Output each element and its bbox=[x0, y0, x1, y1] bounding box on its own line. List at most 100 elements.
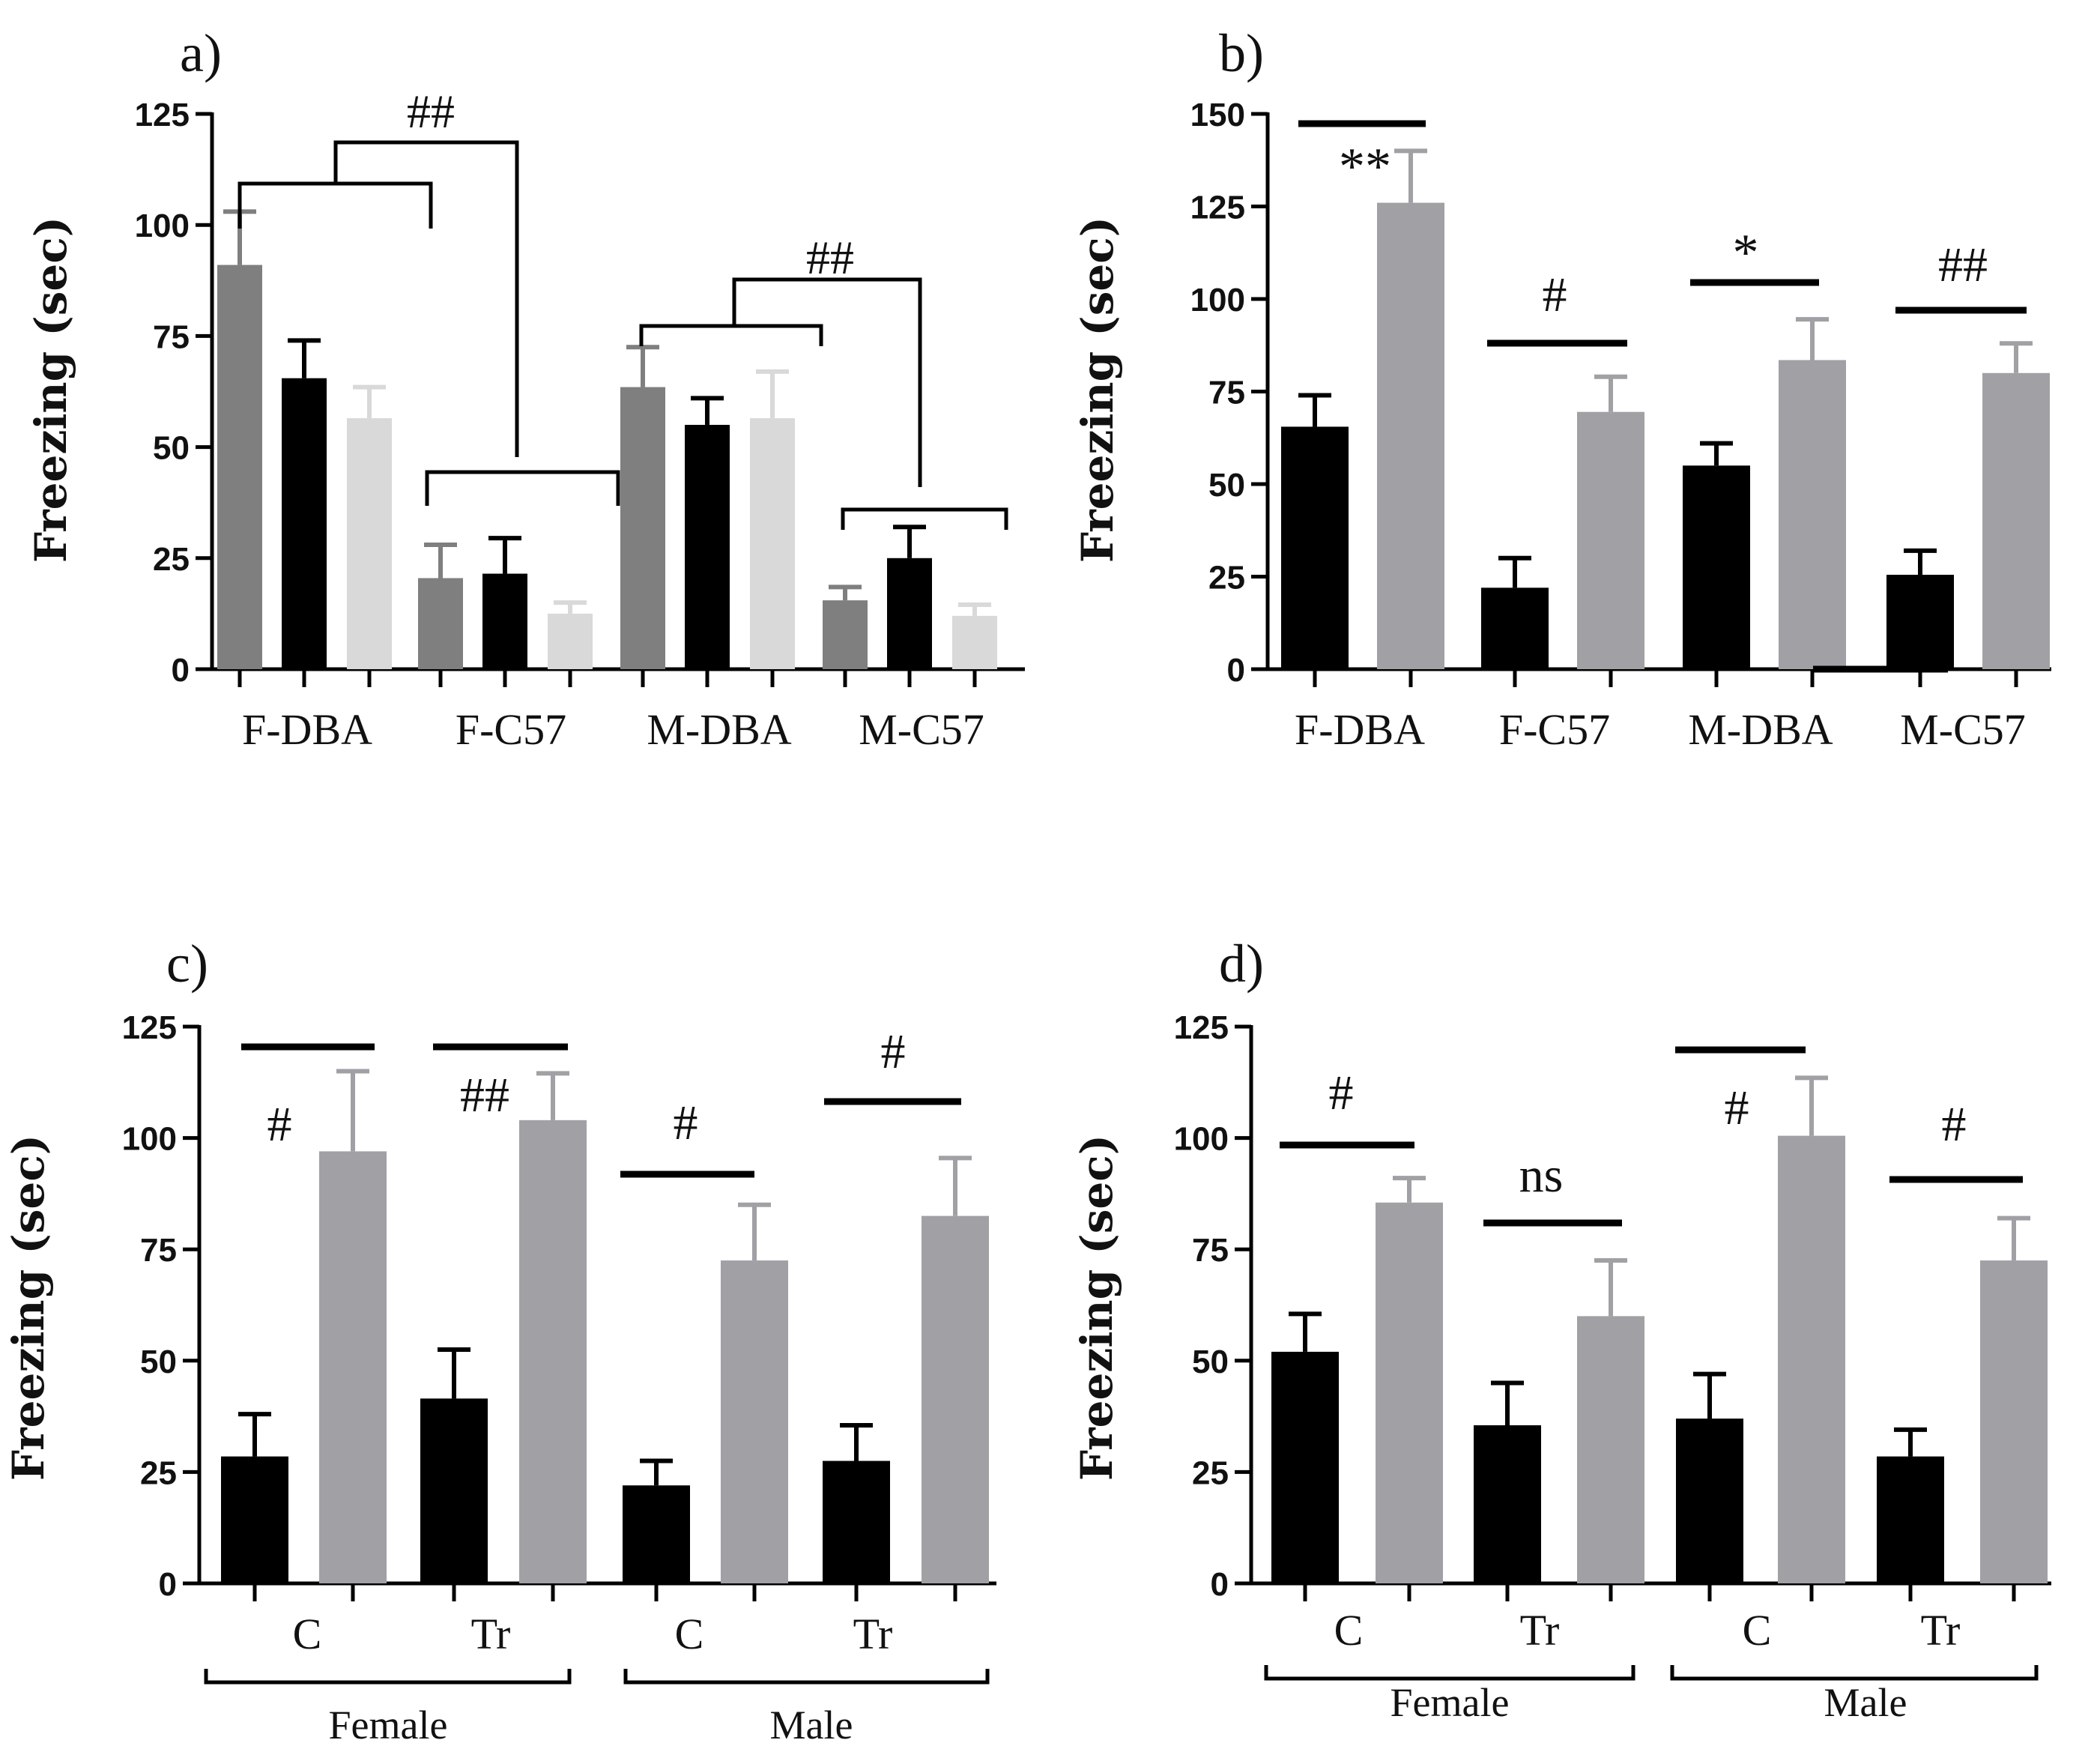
comparison-bracket bbox=[237, 181, 433, 229]
significance-mark: # bbox=[1942, 1097, 1967, 1152]
significance-mark: # bbox=[1543, 268, 1567, 322]
group-bracket bbox=[1264, 1665, 1635, 1681]
group-label: Female bbox=[329, 1703, 448, 1748]
y-tick-label: 25 bbox=[1208, 560, 1245, 596]
bar bbox=[1877, 1456, 1944, 1583]
y-tick-label: 50 bbox=[153, 430, 190, 467]
y-tick-label: 0 bbox=[1227, 652, 1245, 689]
significance-mark: ## bbox=[407, 85, 455, 138]
significance-mark: # bbox=[1329, 1066, 1354, 1120]
y-tick-label: 125 bbox=[1174, 1009, 1229, 1046]
x-category-label: F-C57 bbox=[1499, 705, 1610, 754]
x-category-label: Tr bbox=[1520, 1606, 1560, 1655]
y-tick-label: 75 bbox=[1208, 375, 1245, 411]
x-category-label: M-DBA bbox=[647, 705, 791, 754]
bar bbox=[519, 1120, 587, 1583]
significance-mark: ## bbox=[1938, 238, 1988, 292]
y-tick-label: 0 bbox=[172, 652, 190, 689]
bar bbox=[1683, 465, 1750, 669]
chart-panel-1: a) Freezing (sec) 0 25 50 75 100 125 F-DBA F-C57 M… bbox=[25, 23, 1025, 754]
significance-mark: ns bbox=[1519, 1148, 1564, 1203]
bar bbox=[1377, 202, 1444, 669]
bar bbox=[922, 1215, 989, 1583]
y-tick-label: 75 bbox=[140, 1232, 177, 1269]
bar bbox=[1676, 1419, 1743, 1583]
bar bbox=[952, 615, 997, 669]
significance-mark: # bbox=[674, 1096, 698, 1150]
bar bbox=[1577, 1316, 1644, 1583]
comparison-bracket bbox=[425, 470, 620, 506]
bar bbox=[282, 378, 327, 669]
bar bbox=[418, 578, 463, 669]
bar bbox=[221, 1456, 288, 1583]
x-category-label: F-DBA bbox=[1295, 705, 1425, 754]
significance-mark: ** bbox=[1339, 138, 1391, 196]
comparison-bracket bbox=[841, 507, 1008, 530]
significance-mark: ## bbox=[806, 231, 854, 284]
y-tick-label: 25 bbox=[140, 1455, 177, 1491]
y-tick-label: 50 bbox=[1208, 467, 1245, 504]
bar bbox=[623, 1485, 690, 1583]
y-tick-label: 0 bbox=[159, 1566, 177, 1603]
y-axis-title: Freezing (sec) bbox=[1072, 217, 1123, 563]
x-category-label: C bbox=[1334, 1606, 1364, 1655]
y-tick-label: 125 bbox=[1190, 190, 1245, 226]
significance-mark: ## bbox=[460, 1068, 509, 1123]
bar bbox=[1376, 1202, 1443, 1583]
comparison-bracket bbox=[333, 140, 519, 457]
y-tick-label: 125 bbox=[122, 1009, 177, 1046]
comparison-bracket bbox=[732, 277, 922, 487]
x-category-label: Tr bbox=[853, 1610, 893, 1658]
y-tick-label: 150 bbox=[1190, 97, 1245, 133]
panel-label: a) bbox=[180, 23, 222, 83]
bar bbox=[319, 1151, 387, 1583]
comparison-bracket bbox=[639, 324, 823, 346]
y-tick-label: 25 bbox=[1192, 1455, 1229, 1491]
y-axis-title: Freezing (sec) bbox=[1071, 1135, 1122, 1481]
bar bbox=[887, 558, 932, 669]
group-bracket bbox=[623, 1669, 990, 1685]
x-category-label: M-DBA bbox=[1688, 705, 1833, 754]
bar bbox=[823, 1460, 890, 1583]
bar bbox=[721, 1260, 788, 1583]
significance-mark: # bbox=[267, 1097, 292, 1152]
y-axis-title: Freezing (sec) bbox=[25, 217, 76, 563]
panel-label: b) bbox=[1219, 23, 1264, 83]
chart-panel-2: b) Freezing (sec) 0 25 50 75 100 125 150 F-DBA F-C… bbox=[1072, 23, 2051, 754]
bar bbox=[217, 265, 262, 669]
group-label: Male bbox=[1824, 1680, 1907, 1725]
bar bbox=[482, 573, 527, 669]
bar bbox=[1474, 1425, 1541, 1583]
bar bbox=[1778, 1135, 1845, 1583]
y-tick-label: 100 bbox=[122, 1121, 177, 1158]
y-tick-label: 25 bbox=[153, 541, 190, 578]
group-bracket bbox=[1670, 1665, 2039, 1681]
x-category-label: C bbox=[675, 1610, 704, 1658]
x-category-label: M-C57 bbox=[859, 705, 984, 754]
bar bbox=[1281, 426, 1349, 669]
significance-mark: * bbox=[1733, 224, 1759, 282]
bar bbox=[1779, 360, 1846, 669]
y-tick-label: 125 bbox=[135, 97, 190, 133]
y-tick-label: 100 bbox=[1190, 282, 1245, 318]
y-axis-title: Freezing (sec) bbox=[3, 1135, 54, 1481]
y-tick-label: 0 bbox=[1211, 1566, 1229, 1603]
bar bbox=[1886, 575, 1954, 669]
significance-mark: # bbox=[1725, 1081, 1749, 1135]
x-category-label: F-C57 bbox=[456, 705, 566, 754]
bar bbox=[750, 418, 795, 669]
bar bbox=[420, 1398, 488, 1583]
bar bbox=[1271, 1351, 1339, 1583]
bar bbox=[1982, 372, 2050, 669]
y-tick-label: 50 bbox=[140, 1344, 177, 1380]
x-category-label: M-C57 bbox=[1900, 705, 2026, 754]
group-label: Male bbox=[770, 1703, 853, 1748]
panel-label: c) bbox=[166, 934, 208, 994]
bar bbox=[685, 424, 730, 669]
x-category-label: C bbox=[293, 1610, 322, 1658]
y-tick-label: 75 bbox=[153, 318, 190, 355]
bar bbox=[1577, 411, 1644, 669]
bar bbox=[823, 600, 868, 669]
x-category-label: F-DBA bbox=[242, 705, 372, 754]
